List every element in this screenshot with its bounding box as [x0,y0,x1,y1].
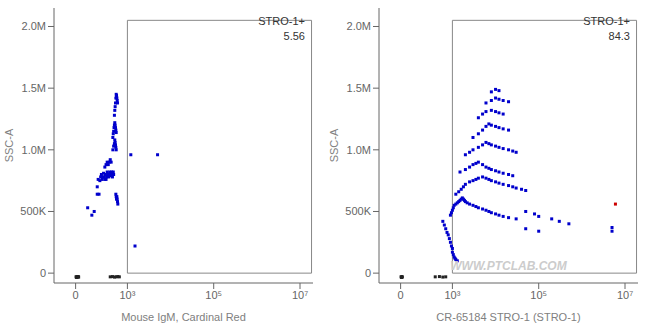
svg-text:10⁵: 10⁵ [205,289,222,301]
svg-text:0: 0 [398,289,404,301]
svg-text:500K: 500K [20,205,46,217]
svg-text:10³: 10³ [444,289,460,301]
svg-text:500K: 500K [345,205,371,217]
svg-text:10³: 10³ [119,289,135,301]
svg-text:1.5M: 1.5M [22,82,46,94]
svg-text:SSC-A: SSC-A [8,128,15,162]
svg-text:Mouse IgM, Cardinal Red: Mouse IgM, Cardinal Red [121,311,246,323]
svg-text:2.0M: 2.0M [22,20,46,32]
svg-text:10⁷: 10⁷ [292,289,308,301]
svg-text:0: 0 [365,267,371,279]
svg-text:CR-65184 STRO-1 (STRO-1): CR-65184 STRO-1 (STRO-1) [436,311,580,323]
svg-text:2.0M: 2.0M [347,20,371,32]
svg-text:0: 0 [40,267,46,279]
svg-text:1.0M: 1.0M [347,144,371,156]
svg-text:10⁵: 10⁵ [530,289,547,301]
html-text:STRO-1+ 84.3: STRO-1+ 84.3 [583,15,630,42]
html-text:WWW.PTCLAB.COM: WWW.PTCLAB.COM [450,259,567,273]
svg-text:1.5M: 1.5M [347,82,371,94]
svg-text:10⁷: 10⁷ [617,289,633,301]
svg-text:0: 0 [73,289,79,301]
svg-text:1.0M: 1.0M [22,144,46,156]
svg-text:SSC-A: SSC-A [328,128,340,162]
html-text:STRO-1+ 5.56: STRO-1+ 5.56 [258,15,305,42]
